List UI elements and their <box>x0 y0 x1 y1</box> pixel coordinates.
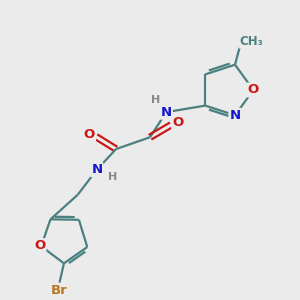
Text: O: O <box>34 239 45 252</box>
Text: H: H <box>151 95 160 105</box>
Text: Br: Br <box>51 284 68 297</box>
Text: N: N <box>161 106 172 118</box>
Text: CH₃: CH₃ <box>239 34 263 48</box>
Text: N: N <box>230 109 241 122</box>
Text: H: H <box>108 172 117 182</box>
Text: O: O <box>248 83 259 97</box>
Text: N: N <box>91 163 102 176</box>
Text: O: O <box>172 116 183 129</box>
Text: O: O <box>84 128 95 141</box>
